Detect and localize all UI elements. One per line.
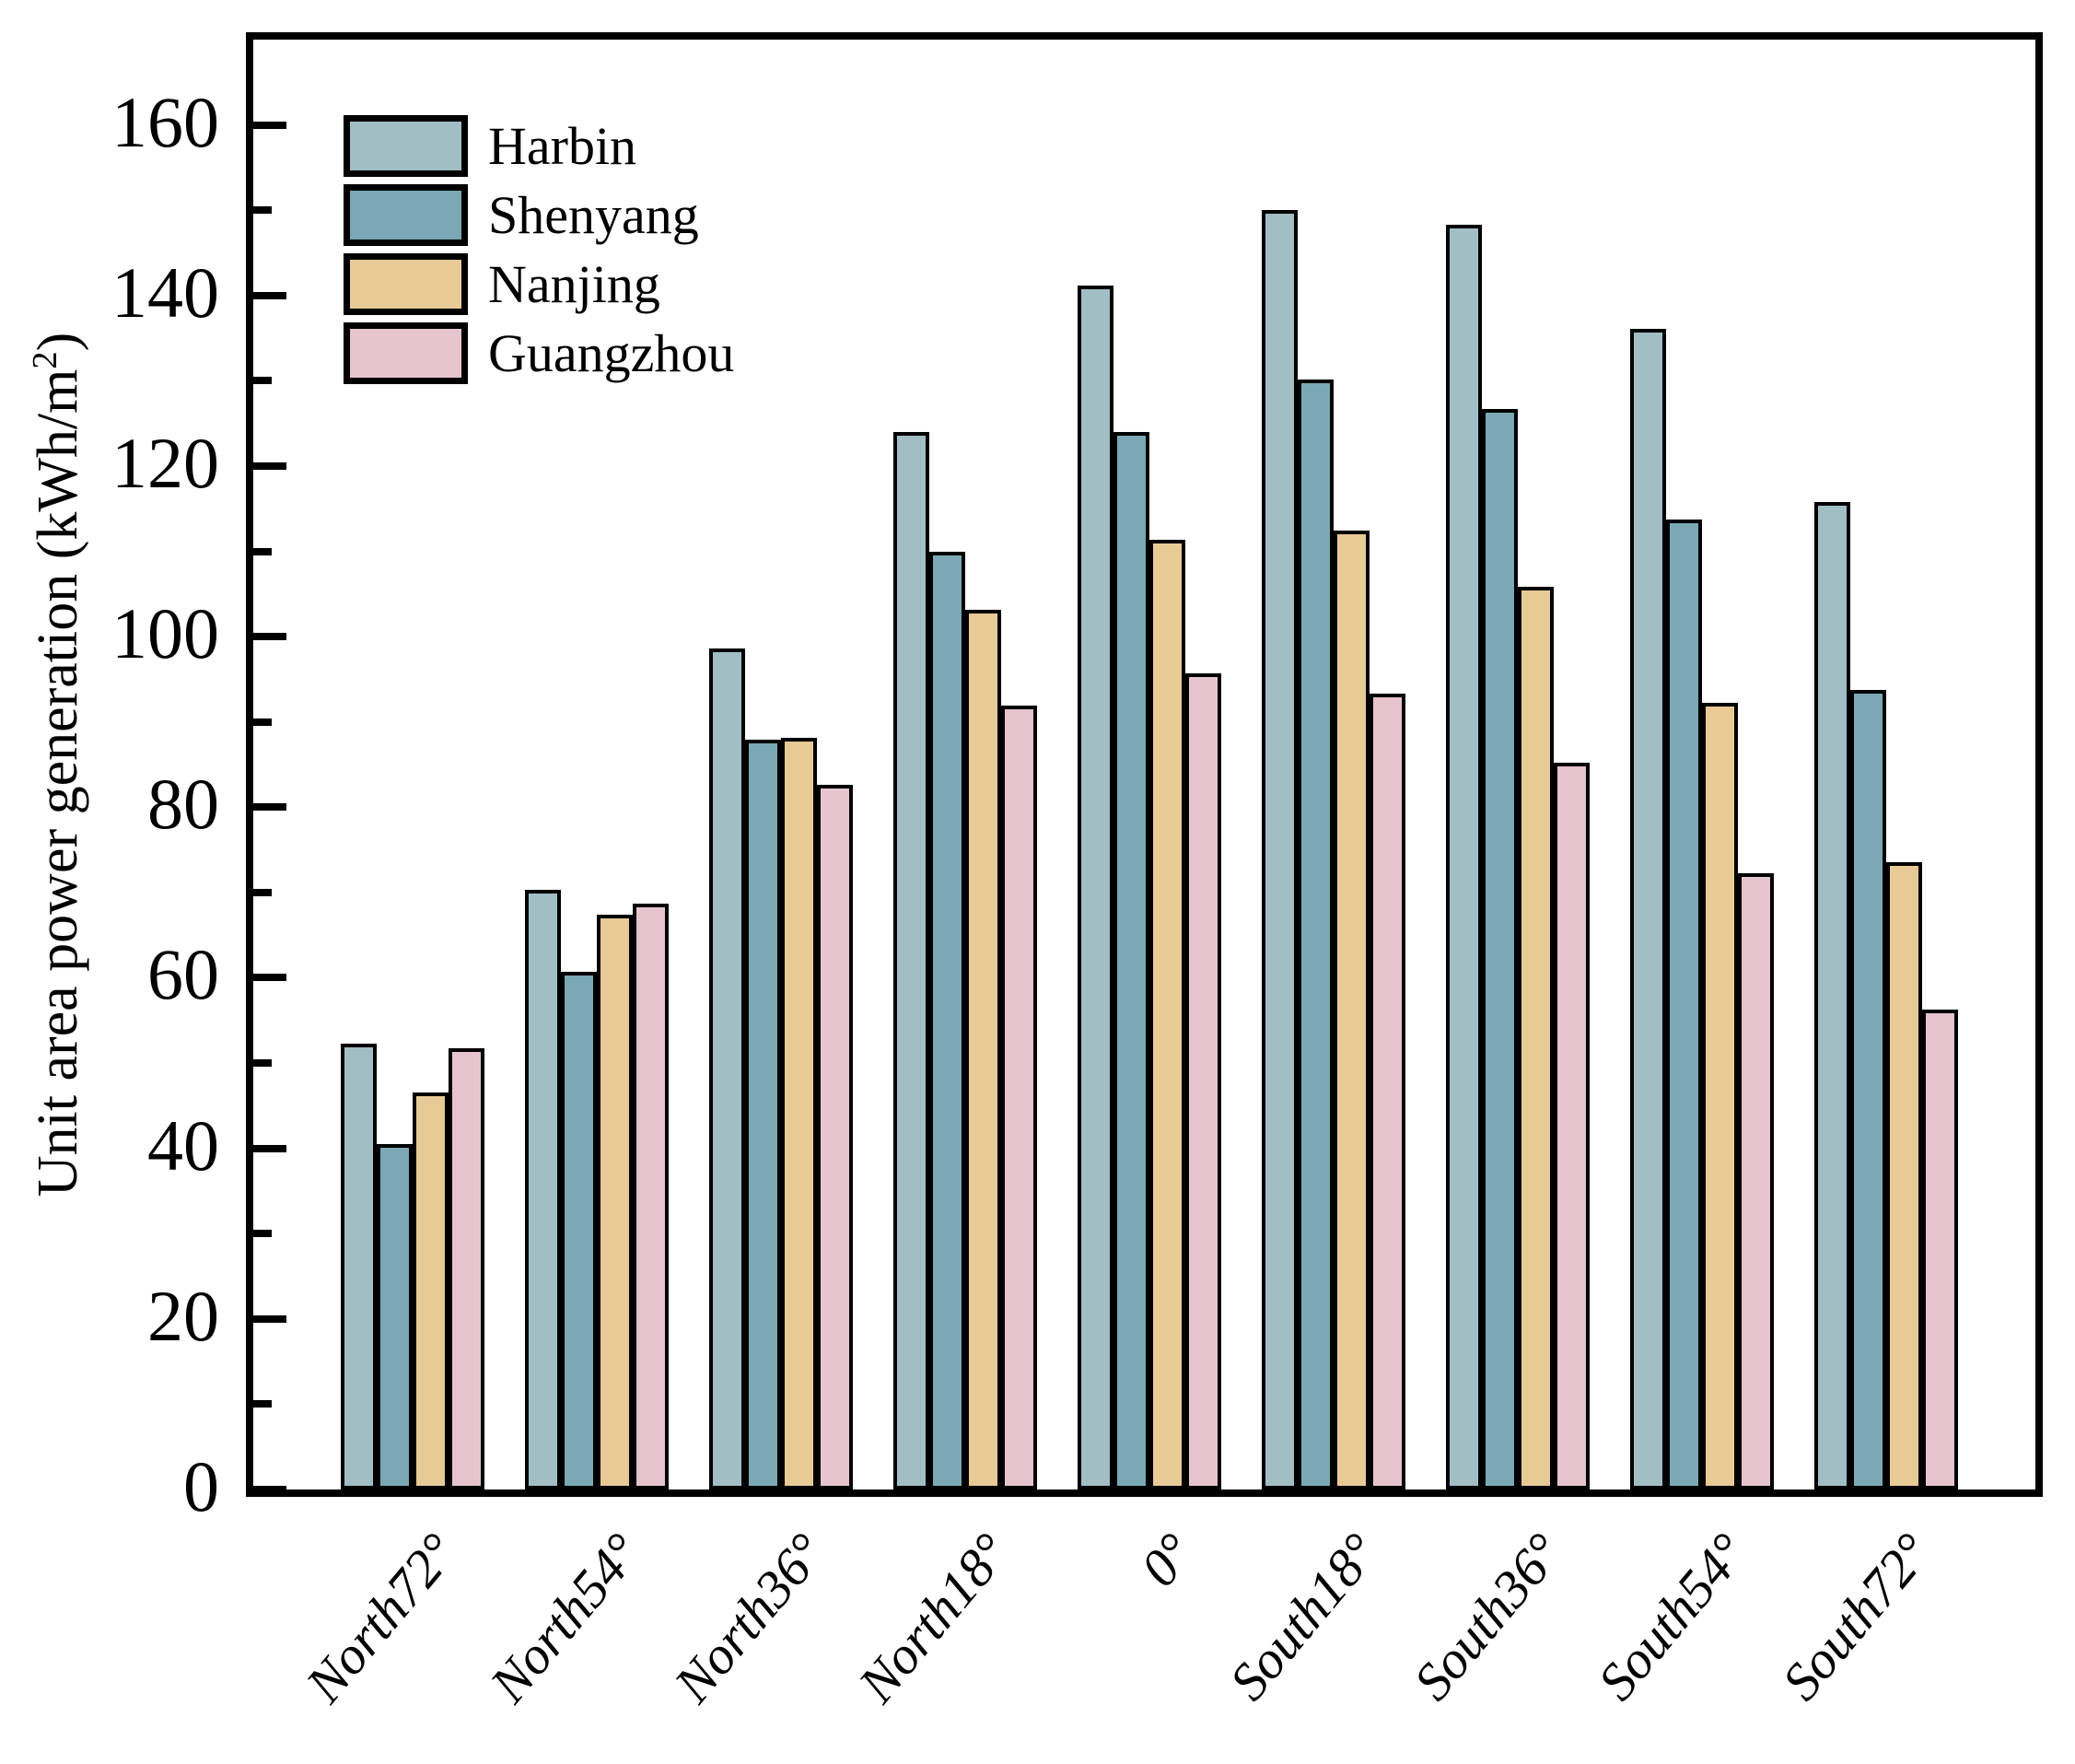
legend-swatch-harbin [344, 115, 468, 177]
bar-nanjing-3 [781, 738, 817, 1489]
bar-guangzhou-4 [1001, 706, 1037, 1489]
x-category-label: 0° [1128, 1522, 1206, 1598]
bar-harbin-3 [709, 648, 745, 1489]
y-tick-label-40: 40 [147, 1104, 219, 1186]
bar-nanjing-2 [597, 915, 633, 1489]
bar-shenyang-4 [929, 552, 965, 1489]
legend-swatch-guangzhou [344, 322, 468, 384]
bar-harbin-1 [341, 1044, 377, 1489]
bar-harbin-6 [1262, 210, 1298, 1489]
x-category-label: South36° [1401, 1522, 1574, 1711]
y-major-tick-120 [253, 461, 286, 470]
legend: Harbin Shenyang Nanjing Guangzhou [344, 115, 734, 391]
x-category-label: South18° [1217, 1522, 1390, 1711]
bar-nanjing-8 [1702, 703, 1738, 1489]
bar-guangzhou-7 [1554, 763, 1590, 1489]
y-major-tick-80 [253, 803, 286, 812]
y-major-tick-20 [253, 1314, 286, 1323]
bar-guangzhou-8 [1738, 873, 1774, 1489]
y-axis-label: Unit area power generation (kWh/m2) [26, 332, 89, 1197]
legend-label: Guangzhou [488, 322, 735, 383]
bar-guangzhou-3 [817, 785, 853, 1489]
legend-item-nanjing: Nanjing [344, 253, 734, 315]
x-category-label: North36° [662, 1522, 837, 1714]
x-category-label: South72° [1769, 1522, 1942, 1711]
bar-guangzhou-9 [1922, 1010, 1958, 1489]
y-major-tick-40 [253, 1144, 286, 1152]
bar-guangzhou-2 [633, 904, 669, 1489]
legend-swatch-shenyang [344, 184, 468, 246]
bar-shenyang-5 [1113, 432, 1149, 1489]
legend-label: Nanjing [488, 253, 660, 314]
legend-label: Shenyang [488, 184, 699, 245]
bar-shenyang-7 [1482, 409, 1518, 1489]
y-tick-label-120: 120 [111, 422, 219, 503]
legend-swatch-nanjing [344, 253, 468, 315]
plot-area: Harbin Shenyang Nanjing Guangzhou [246, 32, 2043, 1497]
bar-nanjing-1 [413, 1092, 449, 1489]
legend-item-harbin: Harbin [344, 115, 734, 177]
bar-shenyang-8 [1666, 520, 1702, 1489]
x-category-label: South54° [1585, 1522, 1758, 1711]
bar-harbin-7 [1446, 225, 1482, 1489]
y-tick-label-140: 140 [111, 251, 219, 333]
y-minor-tick-150 [253, 206, 272, 215]
y-major-tick-160 [253, 121, 286, 129]
y-minor-tick-90 [253, 718, 272, 726]
y-tick-label-100: 100 [111, 592, 219, 673]
y-axis-label-close: ) [26, 332, 89, 352]
bar-harbin-5 [1078, 286, 1113, 1489]
bar-shenyang-3 [745, 740, 781, 1489]
bar-harbin-8 [1630, 329, 1666, 1489]
bar-nanjing-4 [965, 610, 1001, 1489]
bar-nanjing-6 [1334, 531, 1370, 1489]
y-minor-tick-30 [253, 1230, 272, 1238]
y-axis-label-superscript: 2 [26, 351, 65, 369]
bar-guangzhou-5 [1185, 673, 1221, 1489]
bar-shenyang-2 [561, 972, 597, 1489]
x-category-label: North54° [478, 1522, 653, 1714]
bar-harbin-4 [893, 432, 929, 1489]
bar-shenyang-6 [1298, 380, 1334, 1489]
bar-shenyang-1 [377, 1144, 413, 1489]
bar-harbin-2 [525, 890, 561, 1489]
y-tick-label-0: 0 [183, 1445, 219, 1526]
x-category-label: North72° [294, 1522, 469, 1714]
y-major-tick-100 [253, 633, 286, 641]
bar-nanjing-9 [1886, 862, 1922, 1489]
legend-label: Harbin [488, 115, 637, 176]
x-category-label: North18° [846, 1522, 1021, 1714]
y-minor-tick-110 [253, 547, 272, 555]
y-tick-label-20: 20 [147, 1275, 219, 1356]
y-major-tick-0 [253, 1486, 286, 1493]
bar-guangzhou-1 [449, 1048, 484, 1489]
y-minor-tick-70 [253, 888, 272, 896]
bar-nanjing-7 [1518, 587, 1554, 1489]
y-tick-label-160: 160 [111, 81, 219, 162]
y-tick-label-80: 80 [147, 764, 219, 845]
bar-harbin-9 [1814, 502, 1850, 1489]
y-major-tick-140 [253, 291, 286, 299]
bar-nanjing-5 [1149, 540, 1185, 1489]
bar-guangzhou-6 [1370, 694, 1405, 1489]
y-minor-tick-50 [253, 1059, 272, 1068]
y-major-tick-60 [253, 974, 286, 982]
y-axis-label-text: Unit area power generation (kWh/m [26, 368, 89, 1197]
y-minor-tick-130 [253, 377, 272, 385]
legend-item-shenyang: Shenyang [344, 184, 734, 246]
legend-item-guangzhou: Guangzhou [344, 322, 734, 384]
y-tick-label-60: 60 [147, 934, 219, 1015]
bar-shenyang-9 [1850, 690, 1886, 1489]
y-minor-tick-10 [253, 1400, 272, 1408]
